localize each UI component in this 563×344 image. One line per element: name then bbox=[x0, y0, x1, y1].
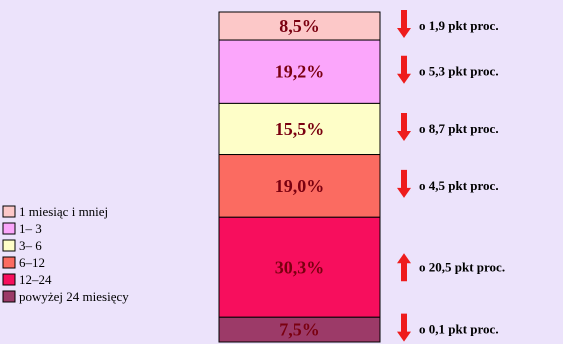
bar-segment-5 bbox=[218, 216, 381, 318]
change-label: o 4,5 pkt proc. bbox=[419, 178, 499, 193]
bar-segment-2 bbox=[218, 39, 381, 104]
change-label: o 0,1 pkt proc. bbox=[419, 322, 499, 337]
arrow-down-icon bbox=[397, 169, 411, 198]
legend-label: 6–12 bbox=[19, 255, 45, 270]
legend-swatch bbox=[2, 290, 16, 303]
arrow-down-icon bbox=[397, 10, 411, 39]
change-indicators: o 1,9 pkt proc. o 5,3 pkt proc. o 8,7 pkt … bbox=[397, 10, 505, 342]
legend: 1 miesiąc i mniej 1– 3 3– 6 6–12 12–24 powyże… bbox=[2, 204, 129, 304]
bar-segment-4 bbox=[218, 154, 381, 218]
change-label: o 5,3 pkt proc. bbox=[419, 64, 499, 79]
bar-segment-1 bbox=[218, 11, 381, 41]
legend-label: 3– 6 bbox=[19, 238, 42, 253]
segment-value-label: 7,5% bbox=[279, 320, 320, 340]
legend-label: powyżej 24 miesięcy bbox=[19, 289, 129, 304]
legend-swatch bbox=[2, 239, 16, 252]
stacked-bar: 8,5% 19,2% 15,5% 19,0% 30,3% 7,5% bbox=[218, 11, 381, 343]
arrow-down-icon bbox=[397, 313, 411, 342]
arrow-down-icon bbox=[397, 55, 411, 84]
segment-value-label: 8,5% bbox=[279, 16, 320, 36]
change-label: o 1,9 pkt proc. bbox=[419, 18, 499, 33]
bar-segment-6 bbox=[218, 316, 381, 343]
segment-value-label: 19,0% bbox=[275, 176, 325, 196]
legend-label: 1 miesiąc i mniej bbox=[19, 204, 108, 219]
legend-label: 1– 3 bbox=[19, 221, 42, 236]
legend-swatch bbox=[2, 205, 16, 218]
change-label: o 8,7 pkt proc. bbox=[419, 121, 499, 136]
legend-swatch bbox=[2, 256, 16, 269]
legend-swatch bbox=[2, 222, 16, 235]
segment-value-label: 30,3% bbox=[275, 257, 325, 277]
legend-label: 12–24 bbox=[19, 272, 52, 287]
segment-value-label: 15,5% bbox=[275, 119, 325, 139]
change-label: o 20,5 pkt proc. bbox=[419, 259, 505, 274]
arrow-up-icon bbox=[397, 253, 411, 282]
legend-swatch bbox=[2, 273, 16, 286]
bar-segment-3 bbox=[218, 102, 381, 156]
segment-value-label: 19,2% bbox=[275, 62, 325, 82]
arrow-down-icon bbox=[397, 112, 411, 141]
